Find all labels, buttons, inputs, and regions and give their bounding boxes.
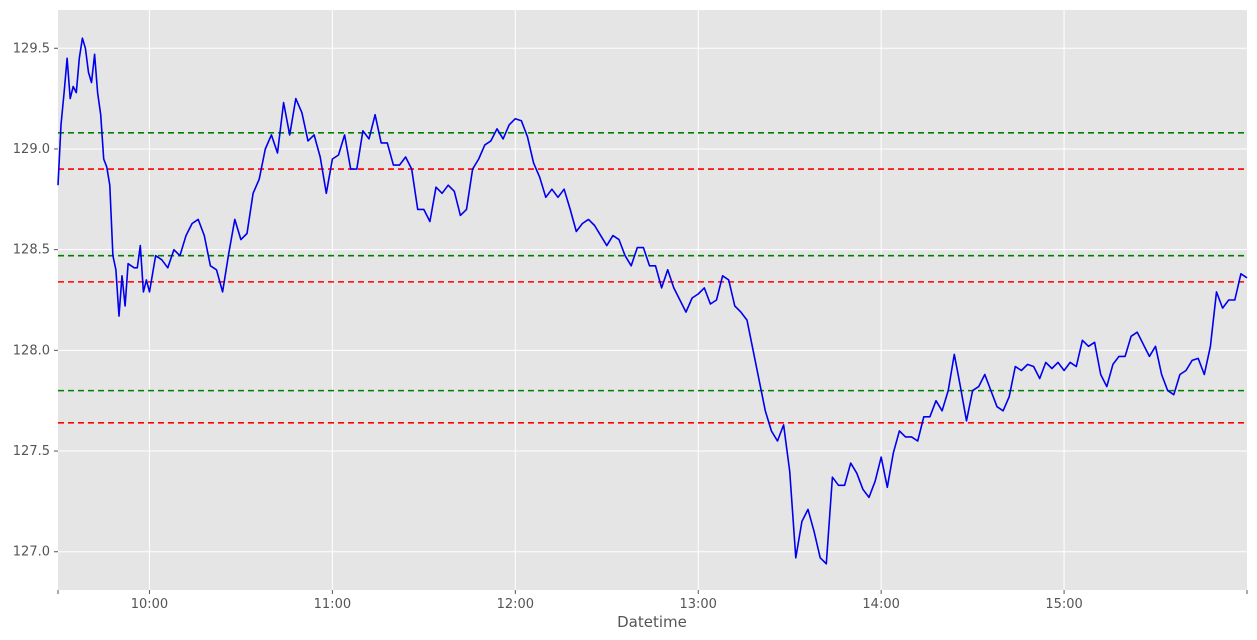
series-line — [57, 37, 1248, 565]
x-tick-label: 12:00 — [497, 597, 534, 612]
series-group — [57, 37, 1248, 565]
x-tick-label: 13:00 — [679, 597, 716, 612]
x-tick-label: 10:00 — [131, 597, 168, 612]
x-axis-label: Datetime — [617, 613, 687, 631]
x-tick-label: 15:00 — [1045, 597, 1082, 612]
y-tick-label: 129.5 — [13, 41, 50, 56]
reference-lines — [58, 132, 1247, 424]
plot-area — [58, 10, 1247, 590]
x-axis: 10:00 11:00 12:00 13:00 14:00 15:00 — [57, 590, 1248, 612]
y-tick-label: 128.5 — [13, 243, 50, 258]
x-tick-label: 11:00 — [314, 597, 351, 612]
y-tick-label: 129.0 — [13, 142, 50, 157]
y-tick-label: 127.5 — [13, 444, 50, 459]
x-tick-label: 14:00 — [862, 597, 899, 612]
y-tick-label: 128.0 — [13, 343, 50, 358]
grid — [58, 10, 1247, 590]
y-tick-label: 127.0 — [13, 545, 50, 560]
y-axis: 127.0 127.5 128.0 128.5 129.0 129.5 — [13, 41, 58, 560]
